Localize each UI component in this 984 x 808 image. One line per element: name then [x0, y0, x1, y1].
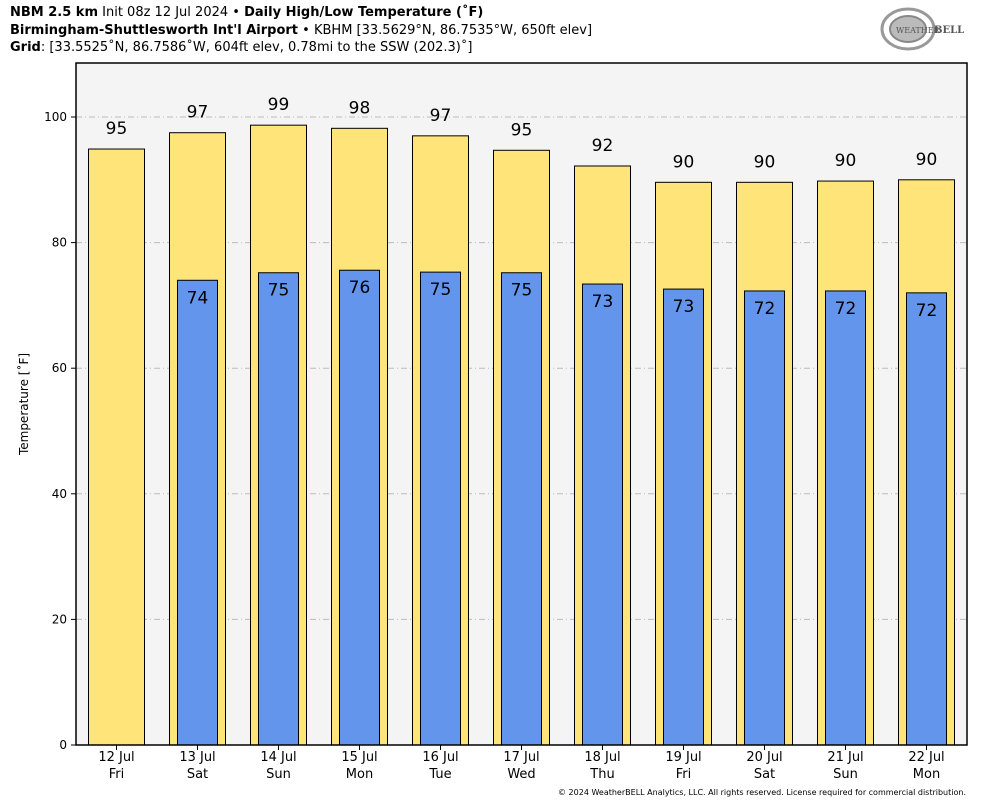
y-tick-label: 100	[44, 110, 67, 124]
low-label: 73	[592, 292, 614, 312]
x-tick-label-weekday: Fri	[676, 767, 692, 782]
high-label: 92	[592, 136, 614, 156]
high-label: 90	[754, 152, 776, 172]
x-tick-label-weekday: Tue	[428, 767, 451, 782]
low-bar	[582, 283, 623, 746]
x-tick-label-weekday: Sat	[754, 767, 775, 782]
model-name: NBM 2.5 km	[10, 5, 98, 20]
x-tick-label-weekday: Sun	[833, 767, 858, 782]
high-bar	[88, 148, 145, 746]
x-tick-label-date: 15 Jul	[341, 750, 377, 765]
y-tick-label: 60	[52, 361, 67, 375]
high-label: 90	[835, 151, 857, 171]
header-line-2: Birmingham-Shuttlesworth Int'l Airport •…	[10, 23, 592, 38]
station-name: Birmingham-Shuttlesworth Int'l Airport	[10, 23, 299, 38]
y-tick-label: 20	[52, 612, 67, 626]
chart-title: Daily High/Low Temperature (˚F)	[244, 5, 484, 20]
high-label: 95	[106, 119, 128, 139]
station-info: KBHM [33.5629°N, 86.7535°W, 650ft elev]	[313, 23, 593, 38]
low-label: 72	[916, 301, 938, 321]
y-tick-label: 40	[52, 487, 67, 501]
x-tick-label-weekday: Mon	[913, 767, 940, 782]
high-label: 95	[511, 120, 533, 140]
x-tick-label-weekday: Thu	[589, 767, 614, 782]
x-tick-label-date: 16 Jul	[422, 750, 458, 765]
init-time: Init 08z 12 Jul 2024	[102, 5, 229, 20]
header-line-1: NBM 2.5 km Init 08z 12 Jul 2024 • Daily …	[10, 5, 483, 20]
grid-info: : [33.5525˚N, 86.7586˚W, 604ft elev, 0.7…	[40, 40, 473, 55]
low-bar	[501, 272, 542, 746]
high-label: 98	[349, 98, 371, 118]
x-tick-label-weekday: Mon	[346, 767, 373, 782]
separator: •	[302, 23, 310, 38]
x-tick-label-weekday: Sun	[266, 767, 291, 782]
low-label: 75	[268, 281, 290, 301]
high-label: 90	[916, 150, 938, 170]
x-tick-label-date: 18 Jul	[584, 750, 620, 765]
high-label: 99	[268, 95, 290, 115]
low-bar	[420, 271, 461, 746]
x-tick-label-date: 13 Jul	[179, 750, 215, 765]
low-bar	[906, 292, 947, 746]
x-tick-label-date: 22 Jul	[908, 750, 944, 765]
header-line-3: Grid: [33.5525˚N, 86.7586˚W, 604ft elev,…	[10, 40, 472, 55]
grid-label: Grid	[10, 40, 41, 55]
low-label: 76	[349, 278, 371, 298]
svg-text:WEATHER: WEATHER	[896, 26, 941, 35]
high-label: 97	[430, 106, 452, 126]
low-bar	[339, 269, 380, 746]
y-tick-label: 80	[52, 236, 67, 250]
y-axis-label: Temperature [˚F]	[16, 353, 31, 456]
low-label: 72	[835, 299, 857, 319]
weatherbell-logo: WEATHER BELL	[880, 7, 964, 51]
x-tick-label-date: 12 Jul	[98, 750, 134, 765]
high-label: 90	[673, 152, 695, 172]
low-label: 74	[187, 288, 209, 308]
copyright: © 2024 WeatherBELL Analytics, LLC. All r…	[558, 788, 966, 797]
low-label: 72	[754, 299, 776, 319]
x-tick-label-date: 19 Jul	[665, 750, 701, 765]
low-label: 75	[430, 280, 452, 300]
x-tick-label-date: 20 Jul	[746, 750, 782, 765]
low-bar	[663, 288, 704, 746]
x-tick-label-weekday: Sat	[187, 767, 208, 782]
low-bar	[258, 272, 299, 746]
y-tick-label: 0	[59, 738, 67, 752]
high-label: 97	[187, 103, 209, 123]
x-tick-label-weekday: Fri	[109, 767, 125, 782]
low-label: 73	[673, 297, 695, 317]
low-bar	[744, 290, 785, 746]
x-tick-label-date: 17 Jul	[503, 750, 539, 765]
low-label: 75	[511, 281, 533, 301]
svg-text:BELL: BELL	[934, 25, 964, 36]
separator: •	[232, 5, 240, 20]
low-bar	[825, 290, 866, 746]
x-tick-label-date: 21 Jul	[827, 750, 863, 765]
low-bar	[177, 279, 218, 746]
x-tick-label-date: 14 Jul	[260, 750, 296, 765]
x-tick-label-weekday: Wed	[507, 767, 535, 782]
